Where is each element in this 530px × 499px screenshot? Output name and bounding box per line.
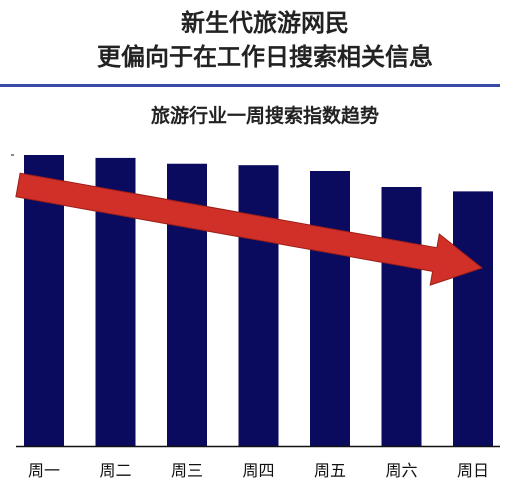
divider-rule [0,84,500,87]
headline-line-1: 新生代旅游网民 [181,9,349,37]
bar-7 [453,191,493,446]
bar-4 [238,165,279,446]
x-tick-label-6: 周六 [385,461,417,480]
bar-6 [381,187,422,446]
x-tick-label-7: 周日 [457,461,489,480]
x-tick-label-1: 周一 [28,461,60,480]
x-tick-label-2: 周二 [99,461,131,480]
trend-arrow [15,172,484,286]
headline: 新生代旅游网民 更偏向于在工作日搜索相关信息 [0,6,530,74]
chart-title: 旅游行业一周搜索指数趋势 [150,105,379,127]
bar-5 [310,171,350,446]
x-tick-label-3: 周三 [171,461,203,480]
x-tick-label-5: 周五 [314,461,346,480]
headline-line-2: 更偏向于在工作日搜索相关信息 [97,43,433,71]
x-tick-label-4: 周四 [242,461,274,480]
